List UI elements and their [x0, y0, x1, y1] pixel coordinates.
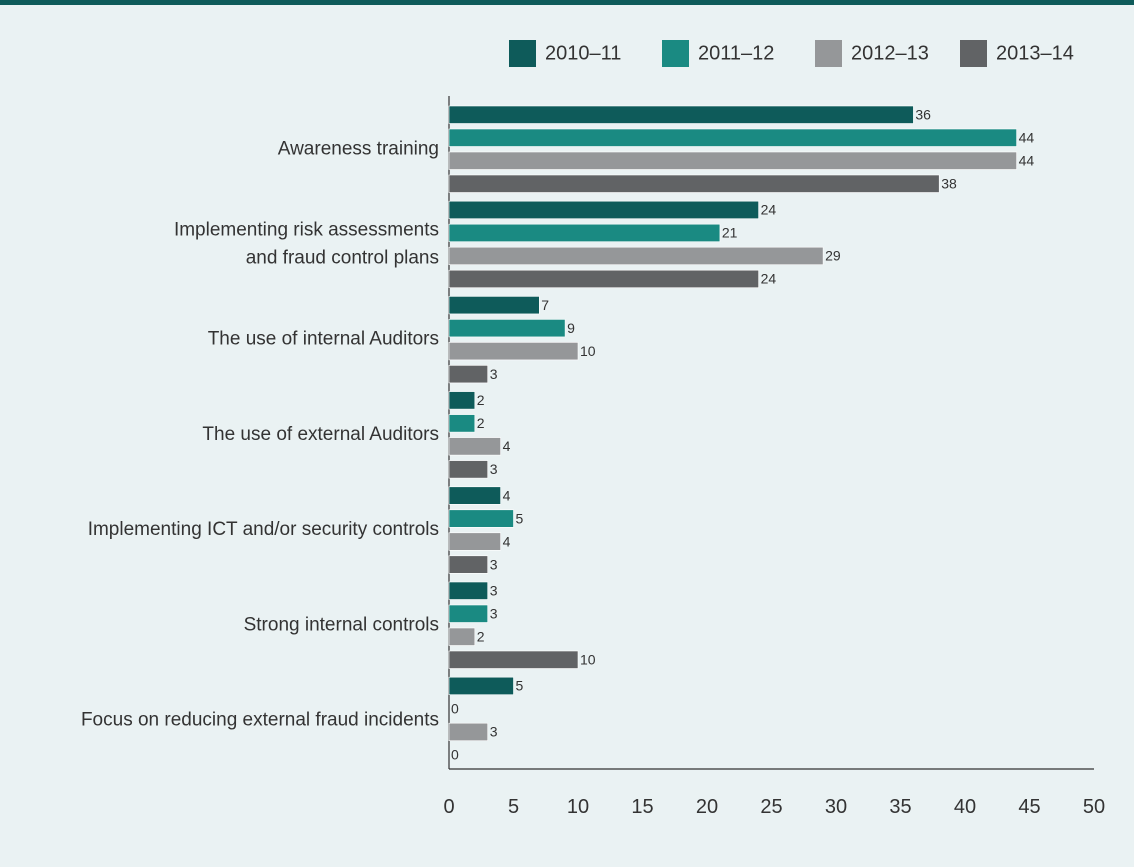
data-label-0-2: 44	[1019, 152, 1035, 168]
x-tick-label-25: 25	[760, 796, 782, 818]
x-tick-label-5: 5	[508, 796, 519, 818]
data-label-6-1: 0	[451, 701, 459, 717]
category-label-3-0: The use of external Auditors	[202, 424, 439, 445]
bar-4-0	[448, 486, 501, 505]
bar-6-0	[448, 676, 514, 696]
bar-1-2	[448, 246, 824, 265]
legend-label-3: 2013–14	[996, 42, 1074, 64]
bar-0-0	[448, 105, 914, 124]
bar-2-0	[448, 296, 540, 315]
data-label-4-2: 4	[503, 533, 511, 549]
x-tick-label-20: 20	[696, 796, 718, 818]
data-label-0-0: 36	[915, 106, 931, 122]
data-label-5-1: 3	[490, 605, 498, 621]
category-label-5-0: Strong internal controls	[244, 614, 439, 635]
data-label-3-2: 4	[503, 438, 511, 454]
bar-4-2	[448, 532, 501, 551]
legend-label-1: 2011–12	[698, 42, 774, 64]
x-tick-label-40: 40	[954, 796, 976, 818]
data-label-4-1: 5	[516, 510, 524, 526]
legend-label-2: 2012–13	[851, 42, 929, 64]
bar-4-1	[448, 509, 514, 528]
bar-0-1	[448, 128, 1017, 147]
x-tick-label-50: 50	[1083, 796, 1105, 818]
bar-3-0	[448, 391, 476, 410]
x-tick-label-0: 0	[443, 796, 454, 818]
bar-5-3	[448, 650, 579, 669]
data-label-6-0: 5	[516, 678, 524, 694]
bar-3-2	[448, 437, 501, 456]
data-label-6-3: 0	[451, 747, 459, 763]
data-label-2-2: 10	[580, 343, 596, 359]
data-label-5-3: 10	[580, 651, 596, 667]
bar-4-3	[448, 555, 489, 574]
legend-label-0: 2010–11	[545, 42, 621, 64]
x-tick-label-30: 30	[825, 796, 847, 818]
data-label-0-1: 44	[1019, 129, 1035, 145]
data-label-2-1: 9	[567, 320, 575, 336]
category-label-1-1: and fraud control plans	[246, 247, 439, 268]
bar-0-3	[448, 174, 940, 193]
bar-3-1	[448, 414, 476, 433]
bar-1-1	[448, 223, 721, 242]
x-tick-label-15: 15	[631, 796, 653, 818]
bar-2-2	[448, 342, 579, 361]
bar-0-2	[448, 151, 1017, 170]
category-label-1-0: Implementing risk assessments	[174, 219, 439, 240]
bar-5-1	[448, 604, 489, 623]
data-label-5-0: 3	[490, 582, 498, 598]
bar-1-0	[448, 200, 759, 219]
data-label-1-3: 24	[761, 271, 777, 287]
bar-1-3	[448, 269, 759, 289]
bar-3-3	[448, 460, 489, 479]
category-label-0-0: Awareness training	[278, 138, 439, 159]
data-label-1-1: 21	[722, 225, 738, 241]
bar-2-1	[448, 319, 566, 338]
bar-2-3	[448, 365, 489, 384]
data-label-4-3: 3	[490, 556, 498, 572]
x-tick-label-35: 35	[889, 796, 911, 818]
data-label-5-2: 2	[477, 628, 485, 644]
bar-6-2	[448, 722, 489, 742]
data-label-3-3: 3	[490, 461, 498, 477]
data-label-3-0: 2	[477, 392, 485, 408]
data-label-6-2: 3	[490, 724, 498, 740]
data-label-2-0: 7	[541, 297, 549, 313]
data-label-0-3: 38	[941, 175, 957, 191]
bar-5-0	[448, 581, 489, 600]
legend-swatch-1	[662, 40, 689, 67]
data-label-1-2: 29	[825, 248, 841, 264]
legend-swatch-2	[815, 40, 842, 67]
bar-5-2	[448, 627, 476, 646]
data-label-1-0: 24	[761, 202, 777, 218]
top-rule	[0, 0, 1134, 5]
x-tick-label-10: 10	[567, 796, 589, 818]
legend-swatch-0	[509, 40, 536, 67]
category-label-4-0: Implementing ICT and/or security control…	[88, 519, 439, 540]
x-tick-label-45: 45	[1018, 796, 1040, 818]
legend-swatch-3	[960, 40, 987, 67]
data-label-2-3: 3	[490, 366, 498, 382]
category-label-2-0: The use of internal Auditors	[208, 329, 439, 350]
category-label-6-0: Focus on reducing external fraud inciden…	[81, 709, 439, 730]
data-label-4-0: 4	[503, 487, 511, 503]
data-label-3-1: 2	[477, 415, 485, 431]
